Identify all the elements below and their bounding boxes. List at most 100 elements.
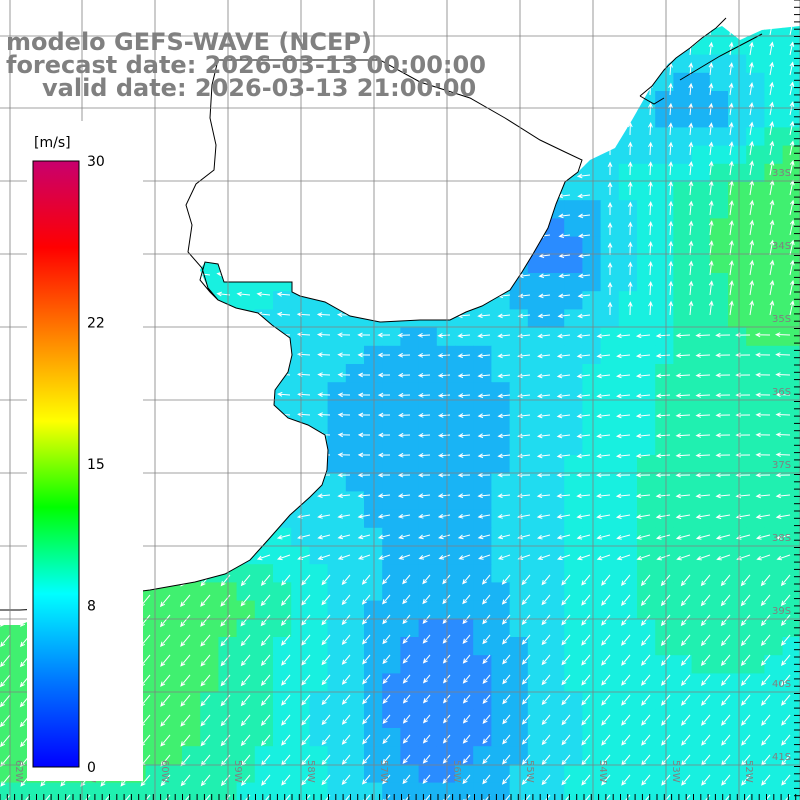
field-cell [527,163,547,183]
wind-arrow [477,333,491,339]
field-cell [455,182,474,201]
wind-arrow [502,714,511,725]
field-cell [327,218,347,238]
wind-arrow [556,514,571,519]
field-cell [182,655,201,674]
wind-arrow [462,594,471,605]
field-cell [0,582,19,602]
field-cell [764,218,784,238]
field-cell [491,618,511,638]
field-cell [728,200,747,219]
field-cell [564,127,583,147]
field-cell [746,236,765,256]
field-cell [345,582,365,602]
wind-arrow [749,259,755,276]
field-cell [509,291,529,310]
wind-arrow [456,233,471,239]
field-cell [418,127,438,147]
wind-arrow [497,413,511,419]
field-cell [200,655,219,674]
wind-arrow [640,674,651,686]
field-cell [455,600,474,620]
field-cell [254,182,274,201]
field-cell [527,91,547,110]
field-cell [455,436,474,456]
field-cell [382,127,401,147]
field-cell [509,618,529,638]
field-cell [746,72,765,92]
field-cell [327,709,347,729]
field-cell [673,91,693,110]
field-cell [163,273,183,292]
field-cell [273,637,292,656]
field-cell [491,72,511,92]
wind-arrow [0,352,11,358]
wind-arrow [0,232,11,238]
wind-arrow [220,714,231,727]
field-cell [327,436,347,456]
field-cell [182,582,201,602]
field-cell [163,764,183,784]
wind-arrow [336,152,351,158]
wind-arrow [398,534,411,540]
field-cell [618,327,638,347]
field-cell [473,637,492,656]
field-cell [600,291,620,310]
field-cell [182,200,201,219]
wind-arrow [607,201,613,216]
wind-arrow [521,574,531,586]
field-cell [0,564,19,583]
wind-arrow [720,694,731,706]
wind-arrow [402,674,411,684]
wind-arrow [180,674,191,687]
wind-arrow [775,432,791,438]
field-cell [491,582,511,602]
wind-arrow [301,614,311,626]
field-cell [436,182,456,201]
wind-arrow [556,534,571,540]
field-cell [637,527,656,547]
wind-arrow [281,654,291,666]
wind-arrow [497,393,511,399]
wind-arrow [240,614,251,627]
wind-arrow [378,554,391,560]
field-cell [364,218,383,238]
field-cell [309,436,329,456]
lon-label: 56W [451,760,462,783]
field-cell [564,527,583,547]
field-cell [163,691,183,711]
field-cell [200,582,219,602]
wind-arrow [236,371,251,377]
field-cell [509,200,529,219]
field-cell [764,673,784,693]
wind-arrow [341,734,351,745]
field-cell [728,546,747,565]
wind-arrow [621,774,631,786]
field-cell [273,618,292,638]
field-cell [618,709,638,729]
field-cell [0,91,19,110]
wind-arrow [296,493,311,499]
field-cell [691,764,711,784]
field-cell [254,455,274,474]
field-cell [309,236,329,256]
wind-arrow [156,411,171,417]
field-cell [400,273,420,292]
wind-arrow [256,271,271,277]
wind-arrow [536,373,551,379]
field-cell [163,309,183,329]
wind-arrow [497,433,511,439]
field-cell [709,728,729,747]
wind-arrow [16,112,31,118]
field-cell [691,109,711,128]
wind-arrow [482,774,491,785]
field-cell [418,254,438,274]
field-cell [509,382,529,401]
wind-arrow [728,141,734,156]
field-cell [637,54,656,74]
wind-arrow [0,372,11,378]
field-cell [382,782,401,800]
field-cell [436,382,456,401]
field-cell [309,218,329,238]
field-cell [637,0,656,19]
